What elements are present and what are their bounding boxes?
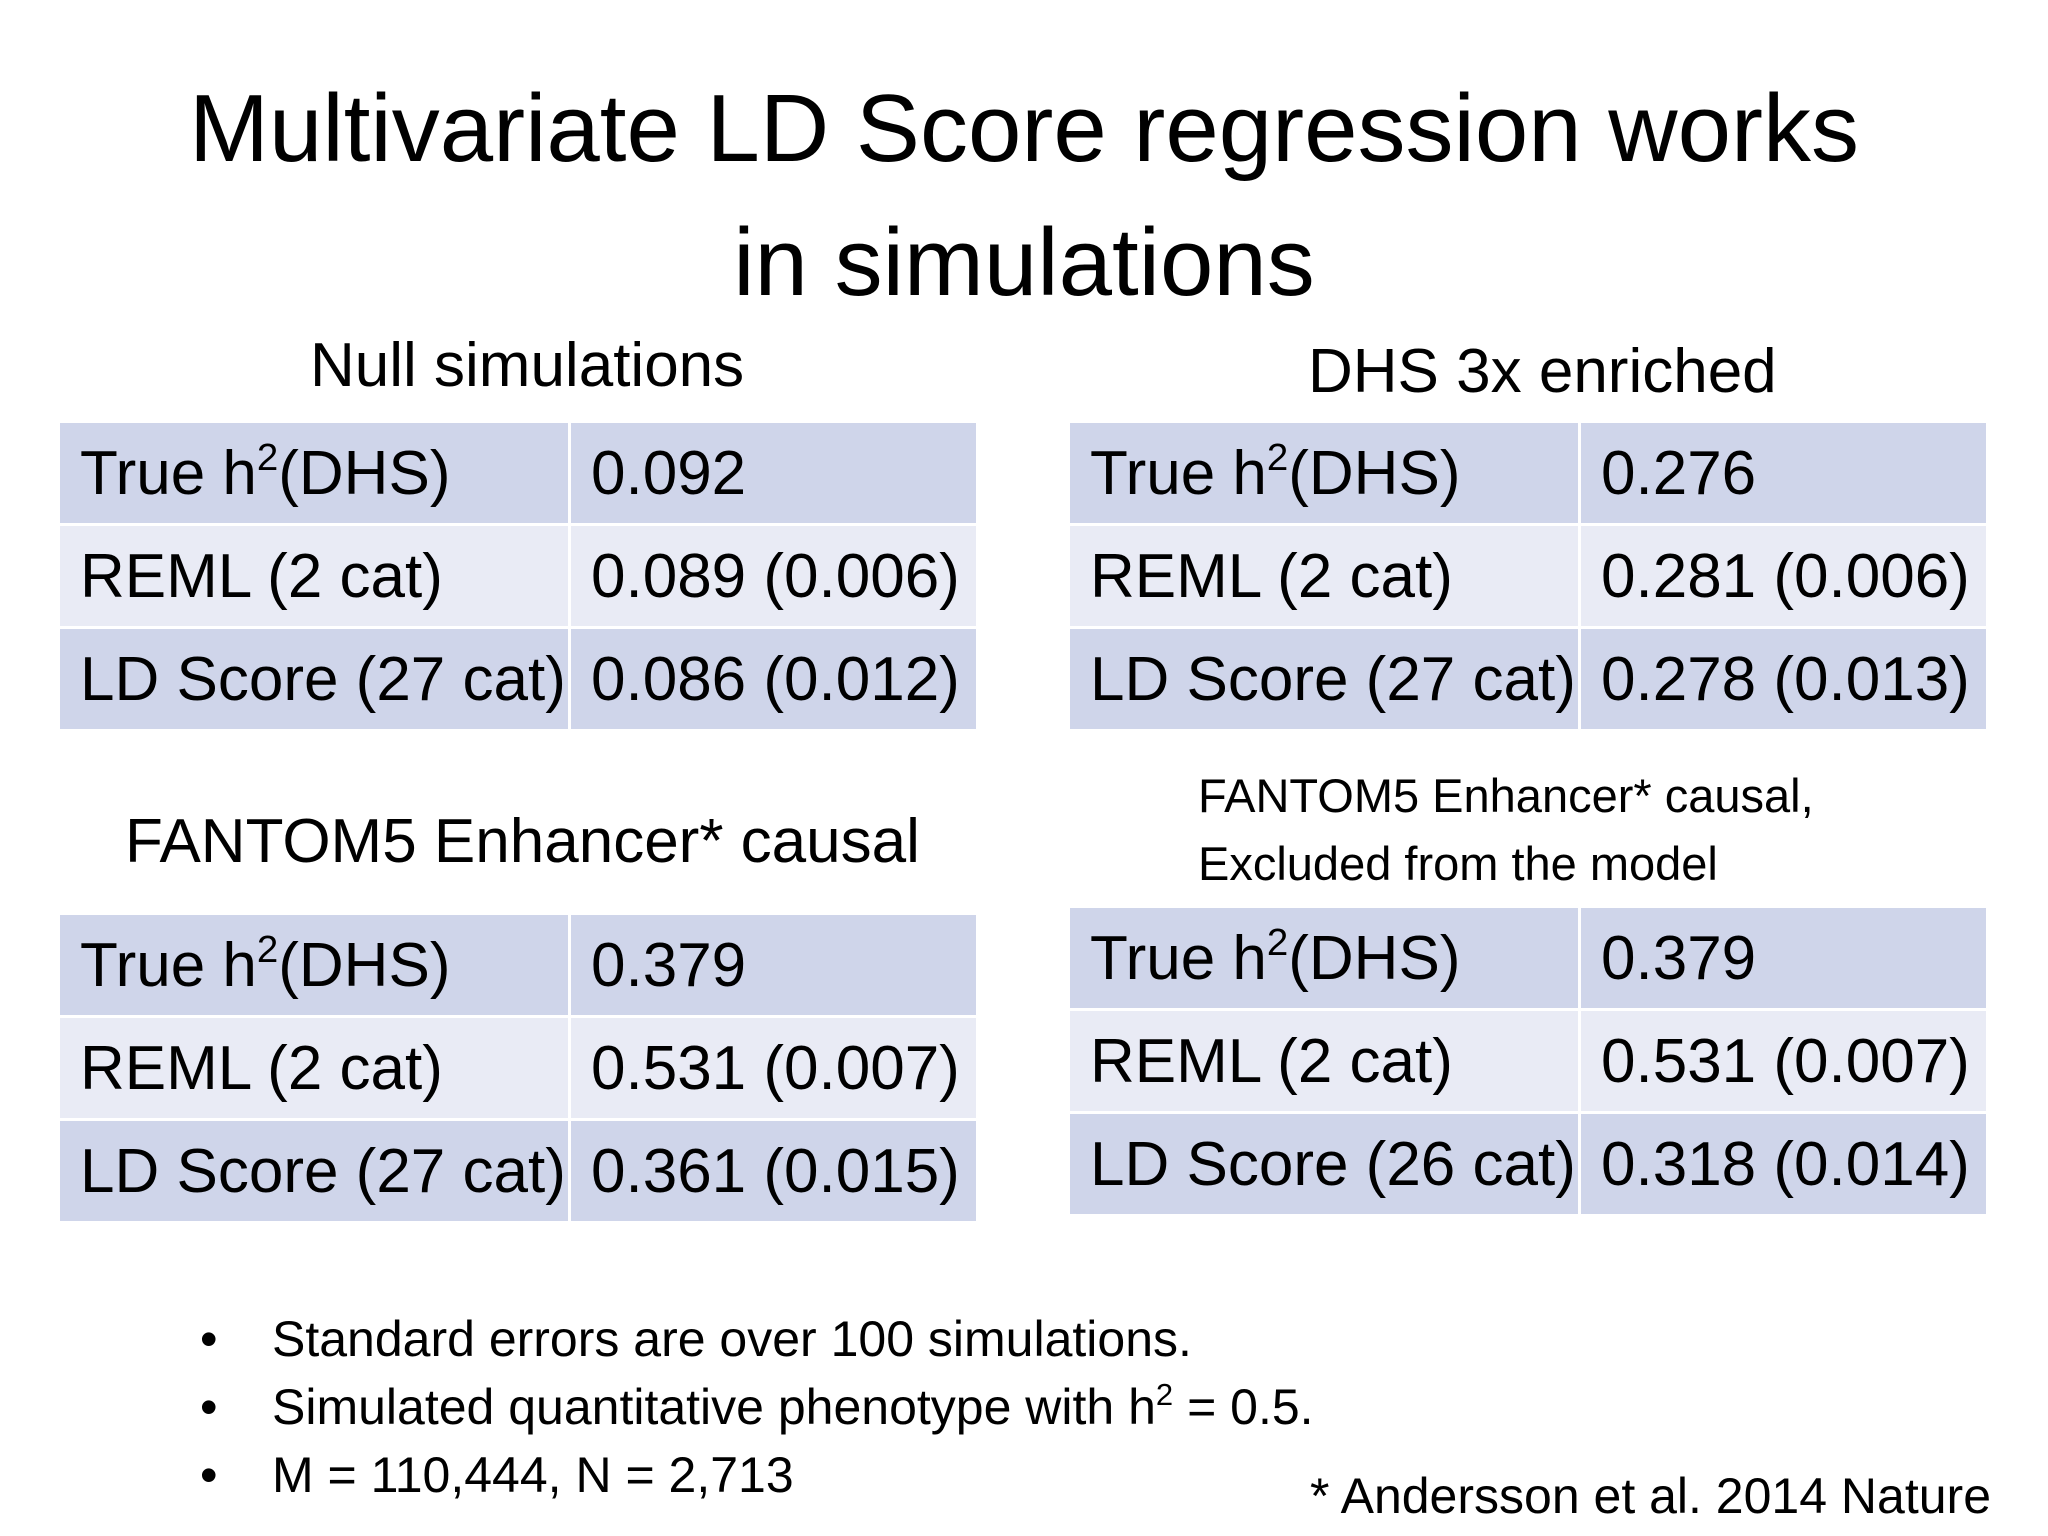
row-value: 0.361 (0.015): [569, 1118, 976, 1224]
citation-footnote: * Andersson et al. 2014 Nature: [1310, 1468, 1992, 1524]
row-value: 0.278 (0.013): [1579, 626, 1986, 732]
table-row: REML (2 cat) 0.531 (0.007): [1070, 1008, 1986, 1114]
caption-line-2: Excluded from the model: [1198, 837, 1718, 890]
list-item: M = 110,444, N = 2,713: [200, 1441, 1314, 1509]
notes-list: Standard errors are over 100 simulations…: [200, 1305, 1314, 1509]
row-value: 0.089 (0.006): [569, 523, 976, 629]
fantom5-causal-table: True h2(DHS) 0.379 REML (2 cat) 0.531 (0…: [60, 912, 976, 1224]
row-label: True h2(DHS): [1070, 905, 1581, 1011]
table-row: True h2(DHS) 0.379: [60, 912, 976, 1018]
row-label: REML (2 cat): [1070, 523, 1581, 629]
table-row: True h2(DHS) 0.276: [1070, 420, 1986, 526]
row-label: LD Score (27 cat): [60, 626, 571, 732]
row-label: LD Score (27 cat): [1070, 626, 1581, 732]
row-label: True h2(DHS): [60, 912, 571, 1018]
table-row: REML (2 cat) 0.531 (0.007): [60, 1015, 976, 1121]
list-item: Simulated quantitative phenotype with h2…: [200, 1373, 1314, 1441]
fantom5-excluded-table: True h2(DHS) 0.379 REML (2 cat) 0.531 (0…: [1070, 905, 1986, 1217]
table-row: LD Score (27 cat) 0.086 (0.012): [60, 626, 976, 732]
row-value: 0.531 (0.007): [1579, 1008, 1986, 1114]
caption-line-1: FANTOM5 Enhancer* causal,: [1198, 769, 1814, 822]
fantom5-excluded-caption: FANTOM5 Enhancer* causal, Excluded from …: [1198, 762, 1814, 898]
row-label: LD Score (26 cat): [1070, 1111, 1581, 1217]
table-row: True h2(DHS) 0.092: [60, 420, 976, 526]
row-label: REML (2 cat): [1070, 1008, 1581, 1114]
dhs-enriched-caption: DHS 3x enriched: [1308, 337, 1777, 406]
row-value: 0.276: [1579, 420, 1986, 526]
row-label: REML (2 cat): [60, 523, 571, 629]
title-line-2: in simulations: [733, 209, 1315, 316]
list-item: Standard errors are over 100 simulations…: [200, 1305, 1314, 1373]
row-label: True h2(DHS): [1070, 420, 1581, 526]
row-value: 0.318 (0.014): [1579, 1111, 1986, 1217]
row-label: REML (2 cat): [60, 1015, 571, 1121]
table-row: REML (2 cat) 0.089 (0.006): [60, 523, 976, 629]
row-value: 0.281 (0.006): [1579, 523, 1986, 629]
dhs-enriched-table: True h2(DHS) 0.276 REML (2 cat) 0.281 (0…: [1070, 420, 1986, 732]
row-label: True h2(DHS): [60, 420, 571, 526]
row-value: 0.531 (0.007): [569, 1015, 976, 1121]
slide-title: Multivariate LD Score regression works i…: [0, 62, 2048, 330]
table-row: True h2(DHS) 0.379: [1070, 905, 1986, 1011]
row-value: 0.086 (0.012): [569, 626, 976, 732]
row-value: 0.379: [569, 912, 976, 1018]
table-row: REML (2 cat) 0.281 (0.006): [1070, 523, 1986, 629]
row-label: LD Score (27 cat): [60, 1118, 571, 1224]
null-simulations-caption: Null simulations: [310, 331, 745, 400]
row-value: 0.379: [1579, 905, 1986, 1011]
table-row: LD Score (27 cat) 0.361 (0.015): [60, 1118, 976, 1224]
table-row: LD Score (27 cat) 0.278 (0.013): [1070, 626, 1986, 732]
row-value: 0.092: [569, 420, 976, 526]
null-simulations-table: True h2(DHS) 0.092 REML (2 cat) 0.089 (0…: [60, 420, 976, 732]
fantom5-causal-caption: FANTOM5 Enhancer* causal: [125, 807, 920, 876]
table-row: LD Score (26 cat) 0.318 (0.014): [1070, 1111, 1986, 1217]
title-line-1: Multivariate LD Score regression works: [189, 75, 1859, 182]
